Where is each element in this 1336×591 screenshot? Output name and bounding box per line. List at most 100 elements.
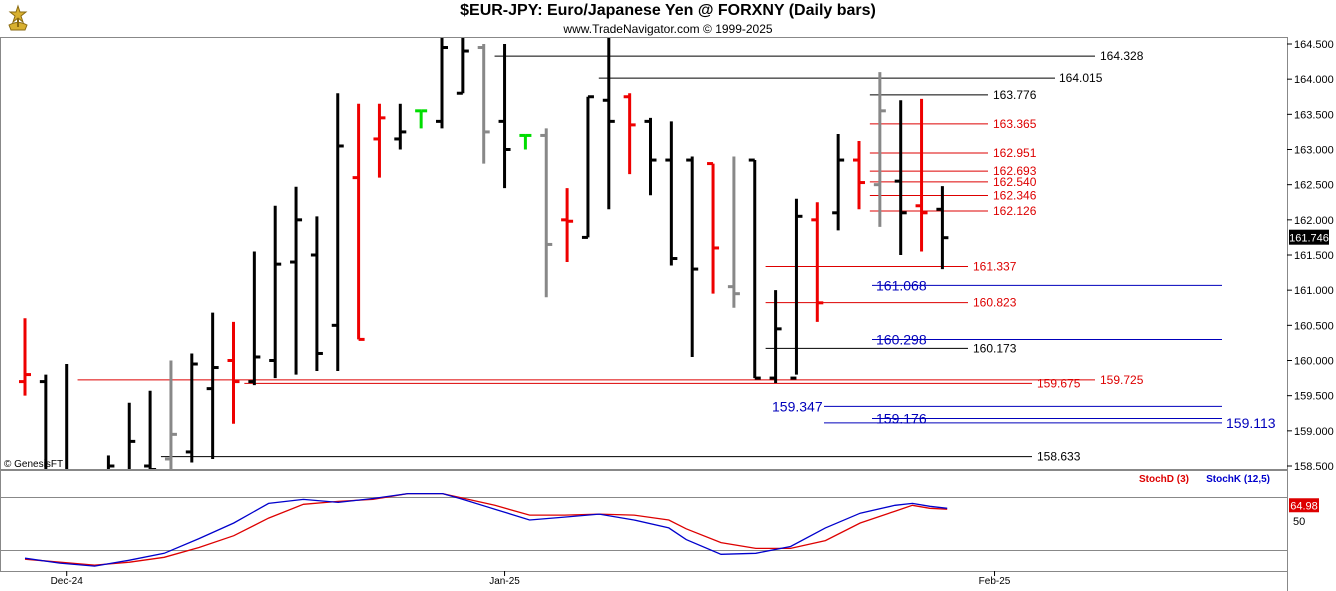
ohlc-bar <box>436 38 448 129</box>
last-price-tag: 161.746 <box>1289 229 1329 245</box>
price-panel-frame <box>0 37 1288 470</box>
bars-clipped <box>19 38 949 469</box>
level-label: 158.633 <box>1037 450 1081 464</box>
ohlc-bar <box>581 95 594 239</box>
ohlc-bar <box>727 156 740 308</box>
stoch-lines <box>24 492 948 567</box>
level-label: 161.337 <box>973 259 1017 273</box>
ohlc-bar <box>227 321 240 424</box>
trade-navigator-logo-icon <box>3 3 33 38</box>
x-tick-label: Feb-25 <box>979 576 1011 587</box>
y-tick-label: 160.500 <box>1294 320 1334 332</box>
ohlc-bar <box>873 72 886 227</box>
stoch-series-line <box>24 492 948 567</box>
level-label: 164.015 <box>1059 71 1103 85</box>
ohlc-bar <box>206 312 219 459</box>
blue-level-label: 159.113 <box>1226 415 1276 431</box>
ohlc-bar <box>498 44 511 189</box>
y-tick-label: 162.500 <box>1294 180 1334 192</box>
ohlc-bar <box>644 117 657 196</box>
x-tick-label: Jan-25 <box>489 576 520 587</box>
legend-stochk: StochK (12,5) <box>1206 474 1270 485</box>
stoch-last-tag: 64.98 <box>1289 498 1319 513</box>
ohlc-bar <box>623 93 636 175</box>
blue-level-label: 161.068 <box>876 277 927 293</box>
level-label: 162.693 <box>993 164 1037 178</box>
y-tick-label: 163.000 <box>1294 145 1334 157</box>
x-axis: Dec-24 Jan-25 Feb-25 <box>51 571 1011 587</box>
ohlc-bar <box>686 156 699 357</box>
y-tick-label: 162.000 <box>1294 215 1334 227</box>
level-label: 162.346 <box>993 188 1037 202</box>
level-label: 164.328 <box>1100 49 1144 63</box>
ohlc-bar <box>540 128 553 298</box>
level-label: 163.365 <box>993 117 1037 131</box>
level-label: 159.675 <box>1037 376 1081 390</box>
ohlc-bar <box>106 455 115 469</box>
stoch-last-label: 64.98 <box>1290 500 1318 512</box>
chart-subtitle: www.TradeNavigator.com © 1999-2025 <box>563 22 773 36</box>
ohlc-bar <box>394 103 407 150</box>
ohlc-bar <box>602 38 615 210</box>
level-label: 160.173 <box>973 341 1017 355</box>
y-tick-label: 159.500 <box>1294 391 1334 403</box>
blue-level-label: 159.347 <box>772 398 823 414</box>
ohlc-bar <box>811 202 824 322</box>
ohlc-bar <box>352 103 365 341</box>
ohlc-bar <box>185 353 198 463</box>
ohlc-bar <box>164 360 177 469</box>
ohlc-bar <box>65 364 69 469</box>
price-levels <box>77 55 1222 458</box>
ohlc-bar <box>790 198 803 380</box>
level-label: 159.725 <box>1100 373 1144 387</box>
legend-stochd: StochD (3) <box>1139 474 1189 485</box>
ohlc-bar <box>519 133 532 150</box>
level-labels: 164.328 164.015 163.776 163.365 162.951 162.6… <box>772 49 1276 464</box>
ohlc-bar <box>415 109 428 129</box>
ohlc-bar <box>331 93 344 372</box>
ohlc-bar <box>936 186 949 270</box>
y-tick-label: 159.000 <box>1294 426 1334 438</box>
price-y-axis: 164.500 164.000 163.500 163.000 162.500 162.0… <box>1287 39 1334 473</box>
ohlc-bar <box>769 290 782 384</box>
chart-title: $EUR-JPY: Euro/Japanese Yen @ FORXNY (Da… <box>460 2 876 19</box>
level-label: 162.540 <box>993 175 1037 189</box>
y-tick-label: 164.500 <box>1294 39 1334 51</box>
ohlc-bar <box>127 402 136 469</box>
ohlc-bar <box>915 98 928 252</box>
ohlc-bar <box>832 134 845 231</box>
ohlc-bar <box>373 103 386 178</box>
y-tick-label: 160.000 <box>1294 356 1334 368</box>
price-bars <box>19 38 949 469</box>
ohlc-bar <box>561 188 574 263</box>
y-tick-label: 163.500 <box>1294 109 1334 121</box>
ohlc-bar <box>853 141 865 210</box>
stoch-series-line <box>24 492 948 566</box>
watermark: © GenesisFT <box>4 459 63 470</box>
ohlc-bar <box>144 390 157 469</box>
stoch-tick-50: 50 <box>1293 516 1305 528</box>
ohlc-bar <box>665 121 678 266</box>
last-price-label: 161.746 <box>1289 233 1329 245</box>
ohlc-bar <box>748 158 761 380</box>
ohlc-bar <box>269 205 282 379</box>
ohlc-bar <box>456 38 469 95</box>
ohlc-bar <box>39 374 48 469</box>
stoch-panel-frame <box>0 470 1288 572</box>
level-label: 163.776 <box>993 88 1037 102</box>
y-tick-label: 164.000 <box>1294 74 1334 86</box>
ohlc-bar <box>477 44 490 164</box>
x-tick-label: Dec-24 <box>51 576 84 587</box>
blue-level-label: 159.176 <box>876 410 927 426</box>
ohlc-bar <box>310 216 323 372</box>
level-label: 162.126 <box>993 204 1037 218</box>
blue-level-label: 160.298 <box>876 332 927 348</box>
y-tick-label: 161.000 <box>1294 285 1334 297</box>
ohlc-bar <box>894 100 907 255</box>
level-label: 162.951 <box>993 146 1037 160</box>
ohlc-bar <box>707 162 720 294</box>
y-tick-label: 161.500 <box>1294 250 1334 262</box>
ohlc-bar <box>290 186 303 375</box>
ohlc-bar <box>19 318 31 396</box>
